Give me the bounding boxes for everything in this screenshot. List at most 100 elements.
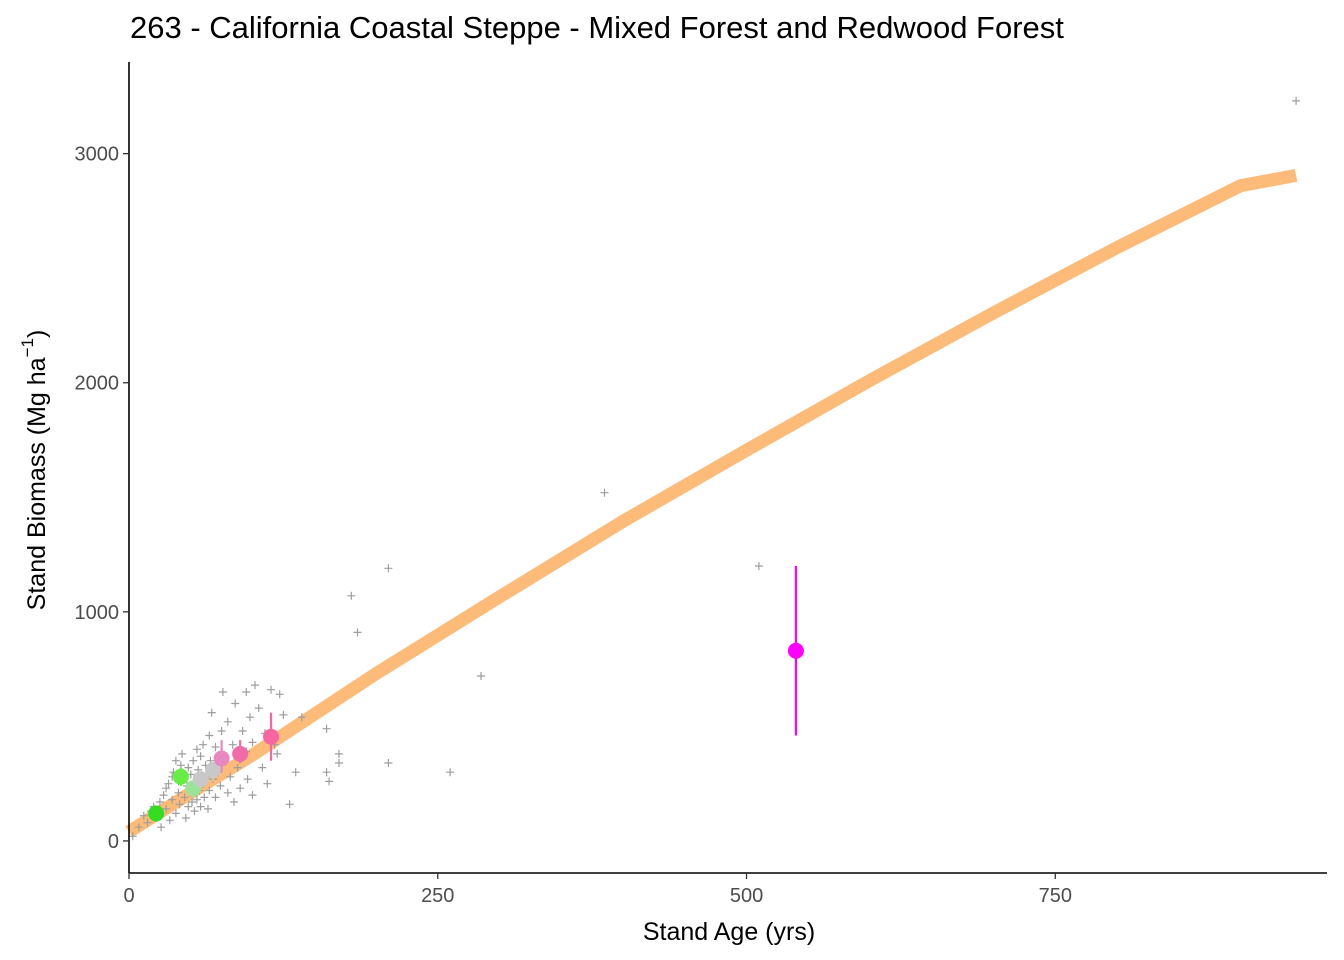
y-axis-title: Stand Biomass (Mg ha−1) xyxy=(18,330,51,611)
raw-data-point xyxy=(207,708,216,717)
raw-data-point xyxy=(211,793,220,802)
mean-point xyxy=(787,642,804,659)
raw-data-point xyxy=(322,768,331,777)
x-ticks: 0 250 500 750 xyxy=(123,873,1072,907)
raw-data-point xyxy=(297,713,306,722)
raw-data-point xyxy=(1292,96,1301,105)
raw-data-point xyxy=(285,800,294,809)
mean-point xyxy=(172,768,189,785)
raw-data-point xyxy=(171,756,180,765)
raw-data-point xyxy=(353,628,362,637)
raw-data-point xyxy=(325,777,334,786)
raw-data-point xyxy=(251,681,259,690)
mean-point xyxy=(232,745,249,762)
raw-data-point xyxy=(223,717,232,726)
mean-point xyxy=(192,771,209,788)
y-tick-label: 1000 xyxy=(75,602,120,624)
raw-data-point xyxy=(230,798,238,806)
raw-data-point xyxy=(347,591,356,600)
mean-point xyxy=(148,805,165,822)
raw-data-point xyxy=(322,724,331,733)
fit-curve-layer xyxy=(125,169,1298,838)
raw-data-point xyxy=(162,804,171,813)
raw-data-point xyxy=(254,704,263,713)
raw-data-point xyxy=(192,745,201,754)
x-tick-label: 500 xyxy=(730,885,763,907)
raw-data-point xyxy=(159,791,168,800)
y-axis-title-close: ) xyxy=(23,330,51,338)
raw-data-point xyxy=(188,798,196,806)
mean-points-layer xyxy=(148,566,804,822)
y-tick-label: 3000 xyxy=(75,144,120,166)
raw-data-point xyxy=(335,759,343,767)
raw-data-point xyxy=(168,795,177,804)
raw-data-point xyxy=(217,727,226,735)
raw-data-point xyxy=(243,775,252,784)
raw-data-point xyxy=(205,786,214,795)
raw-data-point xyxy=(754,562,763,570)
raw-data-point xyxy=(189,756,198,765)
raw-data-point xyxy=(184,802,193,811)
raw-data-point xyxy=(223,788,232,797)
raw-data-point xyxy=(175,800,184,809)
raw-data-point xyxy=(178,749,187,758)
x-tick-label: 0 xyxy=(123,885,134,907)
y-axis-title-main: Stand Biomass (Mg ha xyxy=(23,357,51,610)
raw-data-point xyxy=(164,779,173,788)
raw-data-point xyxy=(267,685,275,694)
raw-data-point xyxy=(228,740,237,749)
raw-data-point xyxy=(246,713,254,722)
x-axis-title: Stand Age (yrs) xyxy=(643,918,815,946)
raw-data-point xyxy=(162,784,171,793)
raw-data-point xyxy=(205,731,214,740)
raw-data-point xyxy=(335,749,343,758)
raw-data-point xyxy=(196,752,205,761)
raw-data-point xyxy=(275,690,284,699)
raw-data-point xyxy=(477,672,485,680)
raw-data-point xyxy=(196,802,205,811)
mean-point xyxy=(213,750,230,767)
raw-data-point xyxy=(190,807,199,816)
raw-data-point xyxy=(242,688,251,696)
raw-data-point xyxy=(384,759,393,767)
y-tick-label: 0 xyxy=(108,831,119,853)
raw-data-point xyxy=(248,791,257,800)
raw-data-point xyxy=(181,814,190,822)
raw-data-point xyxy=(236,784,245,793)
raw-data-point xyxy=(231,699,240,708)
raw-data-point xyxy=(199,740,208,749)
raw-data-point xyxy=(204,804,212,813)
raw-data-point xyxy=(134,823,143,832)
raw-data-point xyxy=(384,564,393,573)
chart-title: 263 - California Coastal Steppe - Mixed … xyxy=(130,10,1064,45)
raw-data-point xyxy=(233,763,242,772)
raw-data-point xyxy=(216,781,225,790)
y-axis-title-superscript: −1 xyxy=(18,338,37,357)
raw-data-point xyxy=(238,727,247,735)
raw-data-point xyxy=(600,488,609,497)
raw-data-point xyxy=(258,763,267,772)
raw-data-point xyxy=(143,818,152,827)
mean-point xyxy=(263,728,280,745)
raw-data-point xyxy=(200,793,209,802)
mean-point xyxy=(204,761,221,778)
raw-data-point xyxy=(128,832,137,841)
fit-curve xyxy=(125,169,1298,838)
y-tick-label: 2000 xyxy=(75,373,120,395)
raw-data-point xyxy=(226,772,235,781)
raw-data-point xyxy=(446,768,455,777)
x-tick-label: 250 xyxy=(421,885,454,907)
raw-data-point xyxy=(248,738,257,747)
raw-data-point xyxy=(171,809,180,818)
raw-data-point xyxy=(180,793,189,802)
raw-data-point xyxy=(263,779,272,788)
raw-data-point xyxy=(273,749,282,758)
raw-data-point xyxy=(211,743,220,751)
raw-data-point xyxy=(184,763,193,772)
raw-data-point xyxy=(155,798,164,806)
raw-data-point xyxy=(291,768,300,777)
raw-data-point xyxy=(139,811,148,820)
raw-data-point xyxy=(165,816,174,825)
raw-data-point xyxy=(218,688,227,696)
